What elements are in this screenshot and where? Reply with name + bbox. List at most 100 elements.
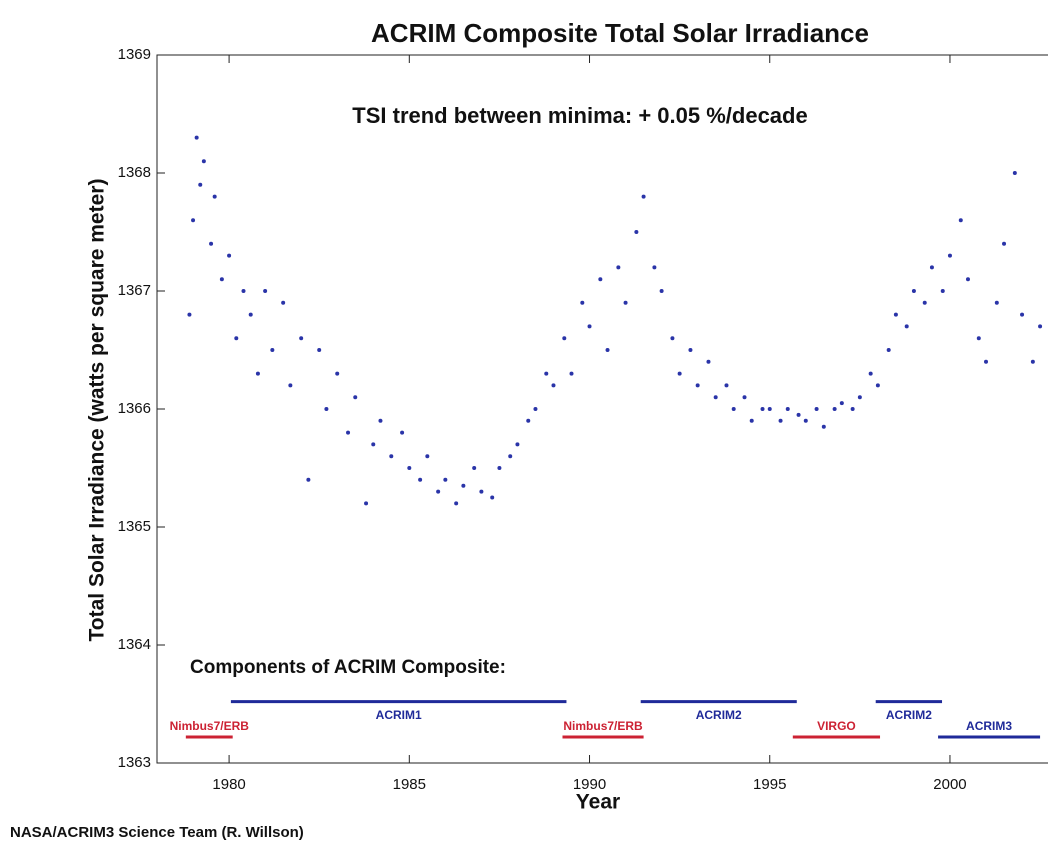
data-point	[695, 383, 700, 388]
y-tick-label: 1363	[118, 754, 151, 771]
data-point	[497, 466, 502, 470]
data-point	[288, 383, 293, 388]
data-point	[479, 489, 484, 494]
data-point	[605, 348, 610, 352]
data-point	[670, 336, 675, 341]
data-point	[616, 265, 621, 270]
x-tick-label: 1980	[212, 776, 245, 793]
data-point	[1012, 171, 1017, 175]
component-label: ACRIM1	[376, 708, 422, 722]
x-tick-label: 1995	[753, 776, 786, 793]
data-point	[255, 371, 260, 376]
data-point	[248, 312, 253, 317]
data-point	[947, 253, 952, 258]
y-tick-label: 1367	[118, 282, 151, 299]
data-point	[929, 265, 934, 270]
data-point	[767, 407, 772, 411]
y-tick-label: 1368	[118, 164, 151, 181]
annotation: TSI trend between minima: + 0.05 %/decad…	[352, 103, 807, 128]
data-point	[353, 395, 358, 400]
data-point	[706, 359, 711, 364]
data-point	[569, 371, 574, 376]
data-point	[212, 194, 217, 199]
component-label: ACRIM2	[886, 708, 932, 722]
y-tick-label: 1364	[118, 636, 151, 653]
data-point	[201, 159, 206, 164]
data-point	[364, 501, 369, 506]
data-point	[785, 407, 790, 411]
data-point	[587, 324, 592, 329]
data-point	[904, 324, 909, 329]
data-point	[724, 383, 729, 388]
x-axis-label: Year	[576, 791, 620, 814]
component-label: VIRGO	[817, 719, 856, 733]
data-point	[911, 289, 916, 293]
data-point	[965, 277, 970, 282]
y-axis-label: Total Solar Irradiance (watts per square…	[86, 179, 109, 642]
data-point	[994, 300, 999, 305]
data-point	[958, 218, 963, 223]
data-point	[580, 300, 585, 305]
data-point	[1020, 312, 1025, 317]
data-point	[850, 407, 855, 411]
data-point	[425, 454, 430, 459]
data-point	[306, 477, 311, 482]
component-label: Nimbus7/ERB	[170, 719, 250, 733]
data-point	[796, 412, 801, 417]
component-label: Nimbus7/ERB	[563, 719, 643, 733]
data-point	[634, 230, 639, 234]
y-tick-label: 1369	[118, 46, 151, 63]
data-point	[760, 407, 765, 411]
data-point	[562, 336, 567, 341]
data-point	[418, 477, 423, 482]
data-point	[436, 489, 441, 494]
data-point	[443, 477, 448, 482]
data-point	[713, 395, 718, 400]
data-point	[868, 371, 873, 376]
data-point	[598, 277, 603, 282]
chart-title: ACRIM Composite Total Solar Irradiance	[371, 18, 869, 48]
data-point	[984, 359, 989, 364]
data-point	[400, 430, 405, 435]
data-point	[641, 194, 646, 199]
data-point	[209, 241, 214, 246]
data-point	[241, 289, 246, 293]
data-point	[742, 395, 747, 400]
data-point	[533, 407, 538, 411]
components-title: Components of ACRIM Composite:	[190, 657, 506, 678]
data-point	[839, 401, 844, 406]
y-tick-label: 1366	[118, 400, 151, 417]
data-point	[490, 495, 495, 500]
data-point	[623, 300, 628, 305]
data-point	[652, 265, 657, 270]
data-point	[378, 418, 383, 423]
data-point	[551, 383, 556, 388]
data-point	[803, 418, 808, 423]
data-point	[317, 348, 322, 352]
data-point	[187, 312, 192, 317]
data-point	[526, 418, 531, 423]
data-point	[461, 483, 466, 488]
data-point	[832, 407, 837, 411]
data-point	[299, 336, 304, 341]
component-label: ACRIM2	[696, 708, 742, 722]
data-point	[1038, 324, 1043, 329]
data-point	[270, 348, 275, 352]
data-point	[389, 454, 394, 459]
data-point	[198, 182, 203, 187]
data-point	[194, 135, 199, 140]
data-point	[281, 300, 286, 305]
data-point	[335, 371, 340, 376]
data-point	[191, 218, 196, 223]
data-point	[324, 407, 329, 411]
data-point	[778, 418, 783, 423]
data-point	[749, 418, 754, 423]
data-point	[821, 424, 826, 429]
footer: NASA/ACRIM3 Science Team (R. Willson)	[10, 824, 304, 841]
data-point	[472, 466, 477, 470]
data-point	[508, 454, 513, 459]
y-tick-label: 1365	[118, 518, 151, 535]
data-point	[407, 466, 412, 470]
x-tick-label: 2000	[933, 776, 966, 793]
